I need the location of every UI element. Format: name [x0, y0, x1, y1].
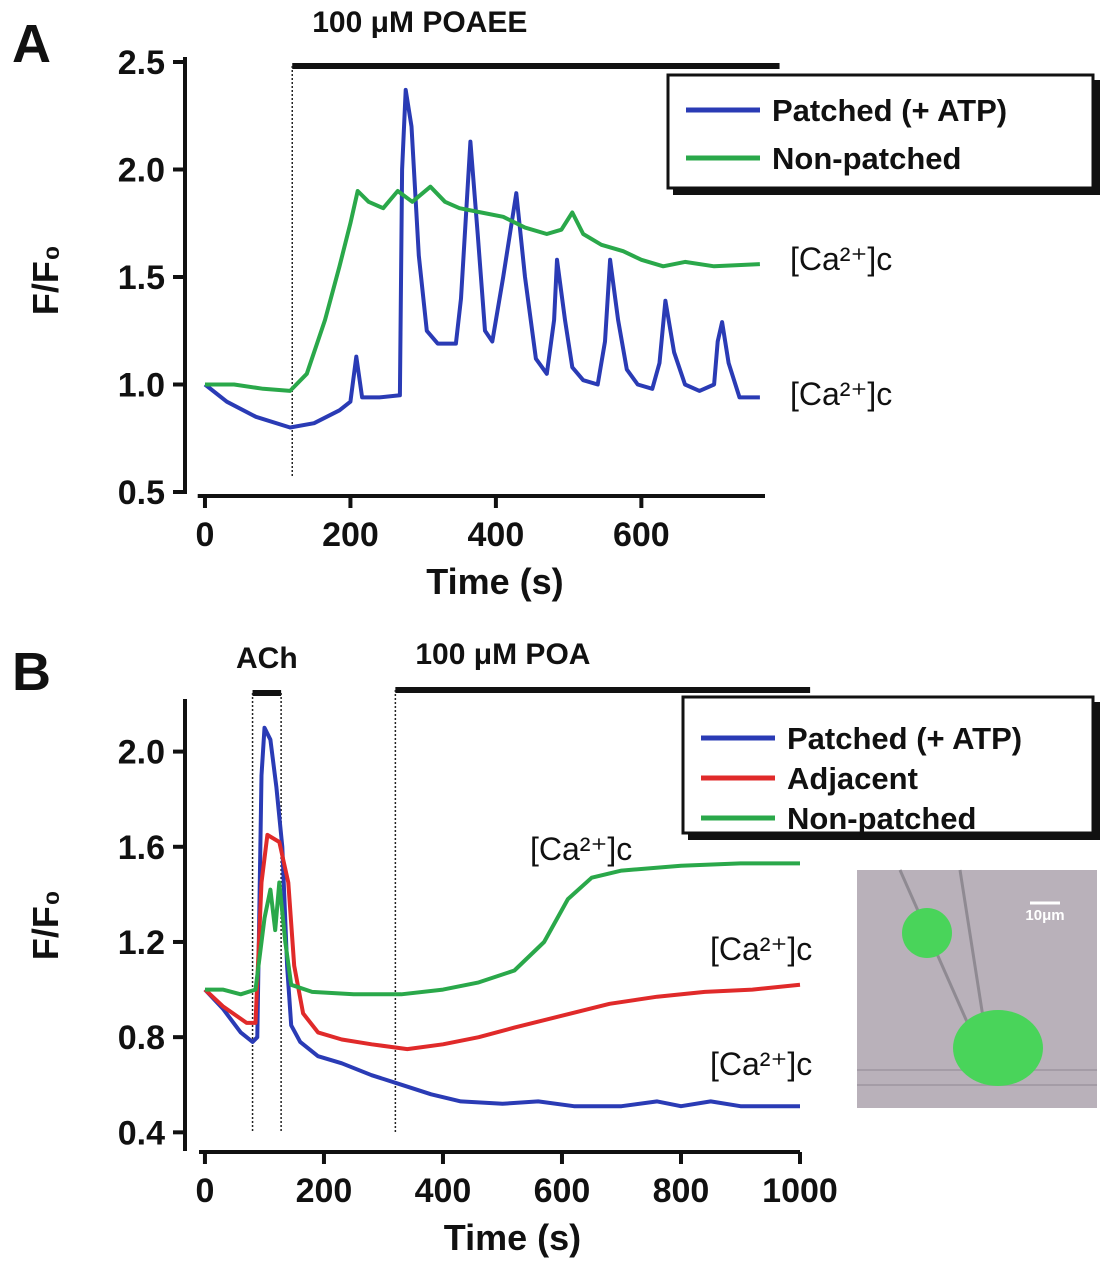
panel-letter: A	[12, 14, 51, 74]
legend-label: Patched (+ ATP)	[772, 93, 1007, 128]
legend-box	[681, 695, 1095, 835]
inset-scale-label: 10μm	[1025, 907, 1064, 924]
series-label: [Ca²⁺]c	[790, 376, 892, 412]
legend-label: Patched (+ ATP)	[787, 721, 1022, 756]
x-tick-label: 0	[195, 1172, 214, 1210]
series-label: [Ca²⁺]c	[710, 1046, 812, 1082]
y-tick-label: 0.4	[118, 1114, 165, 1152]
y-tick-label: 1.2	[118, 924, 165, 962]
series-label: [Ca²⁺]c	[710, 931, 812, 967]
series-label: [Ca²⁺]c	[530, 831, 632, 867]
cell	[953, 1010, 1043, 1086]
x-tick-label: 400	[415, 1172, 472, 1210]
legend-label: Non-patched	[787, 801, 976, 836]
y-tick-label: 1.6	[118, 829, 165, 867]
y-tick-label: 2.5	[118, 44, 165, 82]
x-tick-label: 200	[296, 1172, 353, 1210]
series-line	[203, 832, 801, 1052]
y-tick-label: 2.0	[118, 734, 165, 772]
series-line	[205, 861, 800, 997]
panel-letter: B	[12, 642, 51, 702]
legend-box	[666, 73, 1095, 190]
legend-label: Adjacent	[787, 761, 918, 796]
y-tick-label: 1.0	[118, 367, 165, 405]
chart-panel: A 0.5 1.0 1.5 2.0 2.5 0 200 400 600 Time (s) F/F₀ 10…	[12, 6, 1100, 602]
series-line	[203, 87, 760, 430]
chart-panel: B 0.4 0.8 1.2 1.6 2.0 0 200 400 600 800 1000 Time (s…	[12, 638, 1100, 1258]
x-tick-label: 0	[196, 516, 215, 554]
stimulus-label: 100 μM POA	[415, 638, 590, 671]
x-tick-label: 800	[653, 1172, 710, 1210]
stimulus-label: ACh	[236, 642, 298, 675]
series-line	[205, 184, 760, 393]
y-tick-label: 0.8	[118, 1019, 165, 1057]
x-tick-label: 600	[534, 1172, 591, 1210]
cell	[902, 908, 952, 958]
x-tick-label: 200	[322, 516, 379, 554]
series-label: [Ca²⁺]c	[790, 241, 892, 277]
y-axis-title: F/F₀	[25, 245, 66, 315]
y-axis-title: F/F₀	[25, 890, 66, 960]
x-tick-label: 1000	[762, 1172, 838, 1210]
pipette-edge	[958, 869, 987, 1031]
inset-image	[857, 869, 1097, 1108]
x-axis-title: Time (s)	[426, 561, 563, 602]
x-tick-label: 600	[613, 516, 670, 554]
y-tick-label: 0.5	[118, 474, 165, 512]
legend-label: Non-patched	[772, 141, 961, 176]
stimulus-label: 100 μM POAEE	[312, 6, 527, 39]
x-axis-title: Time (s)	[444, 1217, 581, 1258]
y-tick-label: 1.5	[118, 259, 165, 297]
y-tick-label: 2.0	[118, 152, 165, 190]
x-tick-label: 400	[468, 516, 525, 554]
